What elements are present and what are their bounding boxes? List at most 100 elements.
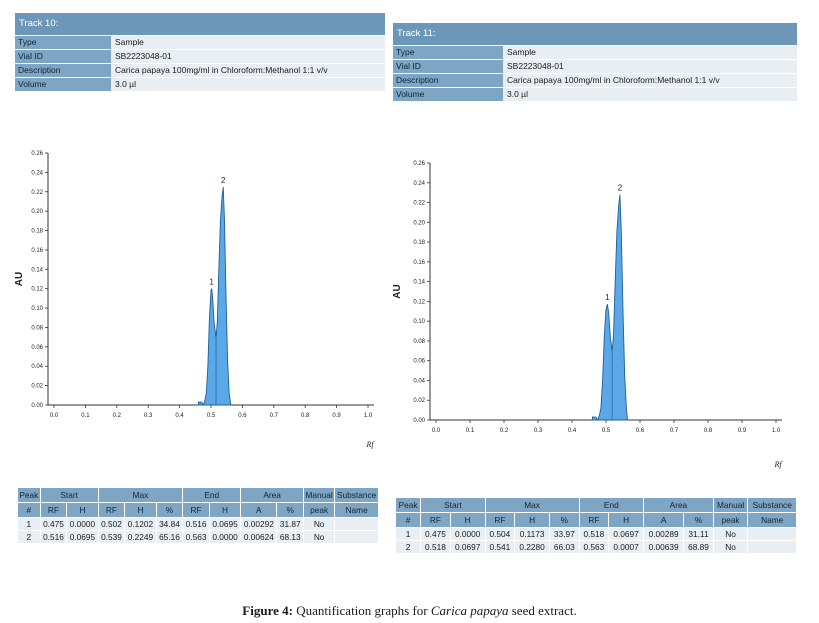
y-tick-label: 0.00	[413, 418, 425, 424]
table-cell: 33.97	[549, 527, 580, 541]
y-axis-title: AU	[14, 272, 25, 286]
figure-caption: Figure 4: Quantification graphs for Cari…	[0, 603, 819, 619]
table-cell: 0.1173	[514, 527, 551, 541]
y-tick-label: 0.16	[413, 260, 425, 266]
y-tick-label: 0.24	[413, 181, 425, 187]
x-tick-label: 1.0	[772, 428, 781, 434]
info-row-volume: Volume 3.0 µl	[15, 78, 385, 91]
x-tick-label: 1.0	[364, 413, 373, 419]
x-tick-label: 0.3	[534, 428, 543, 434]
table-cell	[747, 527, 797, 541]
peak-label: 2	[221, 176, 226, 185]
table-cell: 31.87	[276, 517, 305, 531]
info-row-description: Description Carica papaya 100mg/ml in Ch…	[15, 64, 385, 77]
table-group-header-row: Peak Start Max End Area Manual Substance	[394, 497, 797, 513]
x-tick-label: 0.0	[50, 413, 59, 419]
info-key: Volume	[15, 78, 111, 91]
table-cell: 0.00639	[643, 540, 685, 554]
table-cell	[334, 530, 379, 544]
x-tick-label: 0.8	[704, 428, 713, 434]
table-cell: 0.00624	[240, 530, 278, 544]
table-cell: 2	[394, 540, 422, 554]
peak-label: 2	[618, 184, 623, 193]
track-10-results-table: Peak Start Max End Area Manual Substance…	[17, 487, 379, 544]
table-cell: No	[303, 530, 336, 544]
caption-species: Carica papaya	[430, 603, 509, 618]
x-tick-label: 0.8	[301, 413, 310, 419]
sub-header-cell: A	[240, 502, 278, 518]
table-cell: 68.13	[276, 530, 305, 544]
info-key: Type	[15, 36, 111, 49]
table-sub-header-row: # RF H RF H% RF H A% peak Name	[17, 502, 379, 518]
info-row-vial-id: Vial ID SB2223048-01	[393, 60, 797, 73]
table-cell: 0.00292	[240, 517, 278, 531]
track-11-densitogram: 0.000.020.040.060.080.100.120.140.160.18…	[392, 161, 783, 469]
sub-header-cell: %	[155, 502, 184, 518]
table-cell: 0.563	[182, 530, 210, 544]
x-tick-label: 0.1	[466, 428, 475, 434]
sub-header-cell: H	[449, 512, 486, 528]
info-value: Carica papaya 100mg/ml in Chloroform:Met…	[503, 74, 797, 87]
x-tick-label: 0.7	[670, 428, 679, 434]
table-cell: 0.0000	[66, 517, 99, 531]
table-cell: 0.0000	[449, 527, 486, 541]
table-cell: 0.516	[39, 530, 68, 544]
table-cell: 0.502	[97, 517, 126, 531]
y-tick-label: 0.26	[413, 161, 425, 167]
table-cell: 0.516	[182, 517, 210, 531]
y-tick-label: 0.04	[413, 378, 425, 384]
table-cell: 0.1202	[124, 517, 157, 531]
table-row: 2 0.518 0.0697 0.541 0.2280 66.03 0.563 0.0007 0…	[394, 540, 797, 554]
info-key: Vial ID	[393, 60, 503, 73]
y-tick-label: 0.08	[413, 339, 425, 345]
y-tick-label: 0.08	[31, 325, 43, 331]
info-value: Carica papaya 100mg/ml in Chloroform:Met…	[111, 64, 385, 77]
table-cell: 0.475	[420, 527, 451, 541]
sub-header-cell: #	[394, 512, 422, 528]
table-cell: 65.16	[155, 530, 184, 544]
info-value: SB2223048-01	[111, 50, 385, 63]
table-cell: 0.2249	[124, 530, 157, 544]
table-group-header-row: Peak Start Max End Area Manual Substance	[17, 487, 379, 503]
peak-label: 1	[209, 277, 214, 286]
sub-header-cell: H	[66, 502, 99, 518]
sub-header-cell: RF	[182, 502, 210, 518]
sub-header-cell: Name	[334, 502, 379, 518]
info-key: Type	[393, 46, 503, 59]
info-row-description: Description Carica papaya 100mg/ml in Ch…	[393, 74, 797, 87]
col-substance: Substance	[747, 497, 797, 513]
info-value: 3.0 µl	[503, 88, 797, 101]
col-end: End	[182, 487, 242, 503]
table-row: 1 0.475 0.0000 0.502 0.1202 34.84 0.516 0.0695 0…	[17, 517, 379, 531]
y-tick-label: 0.04	[31, 364, 43, 370]
sub-header-cell: RF	[97, 502, 126, 518]
x-tick-label: 0.4	[175, 413, 184, 419]
table-cell: 0.0697	[608, 527, 645, 541]
y-tick-label: 0.22	[31, 190, 43, 196]
track-10-header: Track 10:	[15, 13, 385, 35]
sub-header-cell: RF	[420, 512, 451, 528]
y-tick-label: 0.20	[413, 220, 425, 226]
y-axis-title: AU	[392, 284, 403, 298]
table-cell: 66.03	[549, 540, 580, 554]
x-tick-label: 0.7	[270, 413, 279, 419]
x-tick-label: 0.1	[81, 413, 90, 419]
table-sub-header-row: # RF H RF H% RF H A% peak Name	[394, 512, 797, 528]
table-cell: 0.0697	[449, 540, 486, 554]
table-row: 2 0.516 0.0695 0.539 0.2249 65.16 0.563 0.0000 0…	[17, 530, 379, 544]
table-cell: 1	[17, 517, 41, 531]
table-cell: 0.0007	[608, 540, 645, 554]
x-tick-label: 0.2	[500, 428, 509, 434]
x-tick-label: 0.9	[332, 413, 341, 419]
table-cell: 0.0000	[208, 530, 242, 544]
y-tick-label: 0.00	[31, 403, 43, 409]
sub-header-cell: peak	[712, 512, 749, 528]
x-tick-label: 0.5	[602, 428, 611, 434]
x-tick-label: 0.0	[432, 428, 441, 434]
x-axis-title: Rf	[773, 460, 783, 469]
table-cell: 34.84	[155, 517, 184, 531]
info-value: Sample	[503, 46, 797, 59]
sub-header-cell: %	[683, 512, 714, 528]
y-tick-label: 0.10	[413, 319, 425, 325]
sub-header-cell: Name	[747, 512, 797, 528]
